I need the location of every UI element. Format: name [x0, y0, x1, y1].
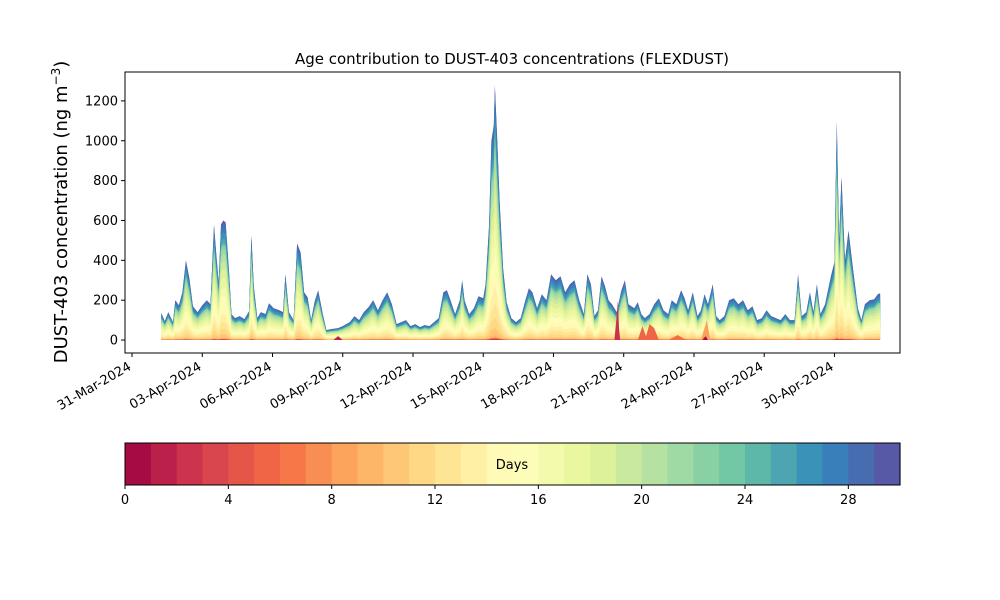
colorbar-bin-12: [435, 443, 462, 485]
colorbar-bin-24: [745, 443, 772, 485]
x-tick-label: 30-Apr-2024: [759, 359, 836, 412]
fresh-dust-episode-1: [637, 324, 659, 340]
colorbar-bin-3: [202, 443, 229, 485]
colorbar-bin-22: [693, 443, 720, 485]
colorbar-tick-label: 4: [224, 493, 232, 508]
x-tick-label: 27-Apr-2024: [689, 359, 766, 412]
x-tick-label: 21-Apr-2024: [549, 359, 626, 412]
colorbar-bin-17: [564, 443, 591, 485]
x-tick-label: 24-Apr-2024: [619, 359, 696, 412]
x-tick-label: 06-Apr-2024: [197, 359, 274, 412]
y-tick-label: 1200: [85, 94, 118, 109]
colorbar-bin-15: [512, 443, 539, 485]
colorbar-bin-27: [822, 443, 849, 485]
colorbar-tick-label: 16: [530, 493, 547, 508]
colorbar-bin-0: [125, 443, 152, 485]
colorbar-bin-11: [409, 443, 436, 485]
colorbar-bin-25: [770, 443, 798, 485]
colorbar-bin-6: [280, 443, 307, 485]
colorbar-bin-1: [150, 443, 178, 485]
stacked-area-layer: [161, 85, 881, 340]
colorbar-tick-label: 20: [633, 493, 650, 508]
colorbar-bin-14: [486, 443, 514, 485]
colorbar-bin-16: [538, 443, 565, 485]
colorbar-bin-21: [667, 443, 694, 485]
fresh-dust-episode-0: [614, 300, 621, 340]
y-axis-label: DUST-403 concentration (ng m−3): [49, 61, 72, 364]
y-tick-label: 200: [93, 294, 118, 309]
colorbar-tick-label: 28: [840, 493, 857, 508]
colorbar-bin-19: [615, 443, 643, 485]
x-tick-label: 03-Apr-2024: [127, 359, 204, 412]
age-band-12-13-days: [161, 302, 881, 340]
colorbar-tick-label: 12: [427, 493, 444, 508]
age-band-11-12-days: [161, 316, 881, 340]
colorbar-bin-5: [254, 443, 281, 485]
colorbar-bin-26: [796, 443, 824, 485]
y-axis-label-superscript: −3: [49, 68, 63, 86]
y-axis-label-close: ): [51, 61, 72, 68]
plot-frame: [124, 71, 901, 354]
colorbar-bin-10: [383, 443, 410, 485]
colorbar-bin-7: [305, 443, 333, 485]
fresh-dust-episode-2: [701, 320, 711, 340]
colorbar: 0 4 8 12 16 20 24 28: [121, 442, 901, 508]
age-band-9-10-days: [161, 334, 881, 340]
fresh-dust-episode-4: [333, 336, 343, 340]
colorbar-tick-label: 24: [737, 493, 754, 508]
x-axis: 31-Mar-202403-Apr-202406-Apr-202409-Apr-…: [55, 353, 836, 414]
colorbar-bin-29: [874, 443, 901, 485]
colorbar-bin-4: [228, 443, 255, 485]
colorbar-tick-label: 0: [121, 493, 129, 508]
colorbar-frame: [124, 442, 901, 486]
age-band-29-30-days: [161, 85, 881, 340]
y-tick-label: 400: [93, 254, 118, 269]
colorbar-bin-23: [719, 443, 746, 485]
x-tick-label: 15-Apr-2024: [408, 359, 485, 412]
age-band-5-6-days: [161, 338, 881, 340]
colorbar-bin-28: [848, 443, 875, 485]
age-band-10-11-days: [161, 327, 881, 340]
y-axis-label-main: DUST-403 concentration (ng m: [51, 85, 72, 363]
x-tick-label: 12-Apr-2024: [338, 359, 415, 412]
fresh-dust-episode-5: [668, 335, 694, 340]
colorbar-bin-8: [331, 443, 359, 485]
age-band-28-29-days: [161, 88, 881, 340]
fresh-dust-episode-3: [702, 336, 708, 340]
x-tick-label: 18-Apr-2024: [478, 359, 555, 412]
x-tick-label: 31-Mar-2024: [55, 359, 134, 413]
x-tick-label: 09-Apr-2024: [268, 359, 345, 412]
colorbar-tick-label: 8: [328, 493, 336, 508]
y-tick-label: 0: [110, 334, 118, 349]
colorbar-label: Days: [496, 458, 529, 473]
colorbar-bin-18: [590, 443, 617, 485]
age-band-3-4-days: [161, 339, 881, 340]
y-tick-label: 800: [93, 174, 118, 189]
chart-title: Age contribution to DUST-403 concentrati…: [295, 50, 729, 68]
y-tick-label: 600: [93, 214, 118, 229]
colorbar-bin-20: [641, 443, 669, 485]
y-axis: 0 200 400 600 800 1000 1200: [85, 94, 125, 349]
colorbar-bin-13: [460, 443, 488, 485]
y-tick-label: 1000: [85, 134, 118, 149]
colorbar-bin-2: [176, 443, 204, 485]
colorbar-bin-9: [357, 443, 384, 485]
